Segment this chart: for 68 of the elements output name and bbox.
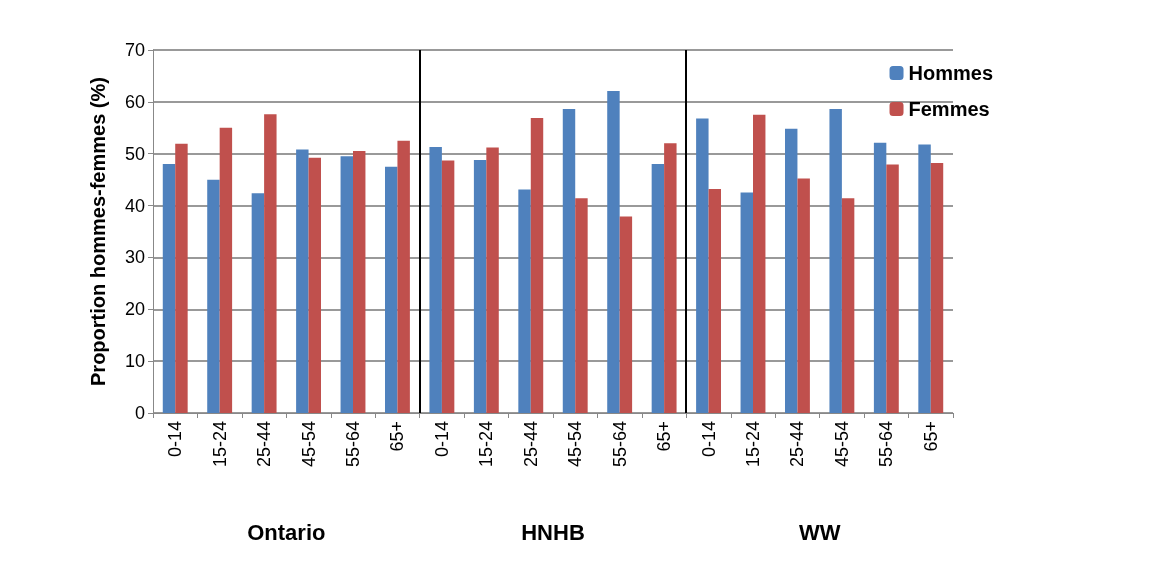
bar: [829, 109, 842, 413]
legend-label: Hommes: [908, 62, 994, 84]
bar: [785, 128, 798, 413]
bar: [562, 109, 576, 413]
text: HNHB: [521, 520, 585, 546]
text: WW: [798, 520, 841, 546]
bar: [308, 157, 321, 413]
bar: [441, 160, 455, 413]
y-tick-label: 60: [124, 91, 145, 112]
x-tick-label: 55-64: [876, 421, 897, 468]
bar: [740, 192, 753, 413]
x-tick-label: 15-24: [743, 421, 763, 468]
x-tick-label: 55-64: [343, 421, 363, 468]
y-tick-label: 0: [134, 403, 145, 423]
y-tick-label: 50: [124, 143, 145, 164]
x-tick-label: 45-54: [565, 421, 586, 468]
x-tick-label: 0-14: [165, 421, 186, 458]
bar: [575, 198, 588, 413]
x-tick-label: 45-54: [831, 421, 852, 468]
bar: [696, 118, 709, 413]
x-tick-label: 0-14: [431, 421, 452, 458]
bar: [886, 164, 899, 413]
bar: [930, 163, 944, 413]
bar: [873, 142, 887, 413]
bar: [664, 143, 677, 413]
bar: [708, 188, 721, 413]
bar: [607, 90, 620, 413]
x-tick-label: 15-24: [209, 421, 230, 468]
bar: [753, 114, 766, 413]
bar: [473, 159, 487, 413]
x-tick-label: 65+: [920, 421, 941, 452]
bar: [530, 117, 544, 413]
x-tick-label: 25-44: [254, 421, 275, 468]
x-tick-label: 55-64: [609, 421, 630, 468]
x-tick-label: 45-54: [298, 421, 319, 468]
bar: [841, 198, 855, 413]
bar: [251, 193, 265, 413]
bar: [397, 140, 410, 413]
bar: [518, 189, 531, 413]
bar: [385, 166, 398, 413]
y-tick-label: 10: [124, 351, 145, 372]
bar: [264, 114, 277, 413]
y-axis-title: Proportion hommes-femmes (%): [87, 77, 109, 386]
bar: [918, 144, 931, 413]
bar: [651, 164, 665, 413]
bar: [429, 146, 442, 413]
text: Ontario: [247, 520, 326, 546]
x-tick-label: 25-44: [520, 421, 541, 468]
bar: [340, 156, 353, 413]
bar: [797, 178, 810, 413]
y-tick-label: 20: [124, 299, 145, 320]
bar: [175, 143, 188, 413]
legend-label: Femmes: [908, 98, 990, 120]
bar: [486, 147, 499, 413]
x-tick-label: 65+: [387, 421, 408, 452]
y-tick-label: 30: [124, 247, 145, 268]
bar: [296, 149, 309, 413]
x-tick-label: 65+: [654, 421, 675, 452]
bar: [219, 127, 233, 413]
x-tick-label: 0-14: [698, 421, 719, 458]
bar: [619, 216, 633, 413]
x-tick-label: 15-24: [476, 421, 497, 468]
bar: [162, 164, 176, 413]
x-tick-label: 25-44: [787, 421, 808, 468]
bar: [207, 179, 220, 413]
bar: [353, 151, 366, 413]
y-tick-label: 70: [124, 40, 145, 60]
y-tick-label: 40: [124, 195, 145, 216]
